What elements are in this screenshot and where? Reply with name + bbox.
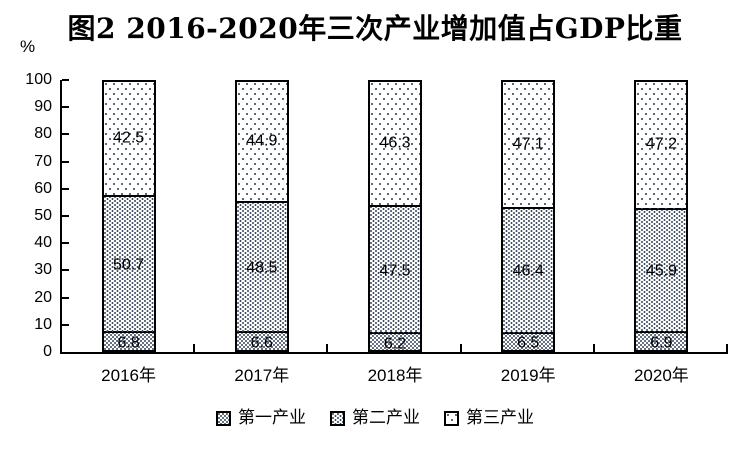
bar-segment-第二产业 xyxy=(236,202,287,333)
segment-boundary xyxy=(370,205,420,208)
data-label: 47.5 xyxy=(379,262,411,280)
y-tick-label: 20 xyxy=(34,288,52,306)
legend: 第一产业 第二产业 第三产业 xyxy=(0,402,750,434)
bar-segment-第一产业 xyxy=(236,332,287,350)
segment-boundary xyxy=(503,331,554,334)
x-tick xyxy=(193,344,196,352)
y-tick-label: 90 xyxy=(34,98,52,116)
y-tick-label: 10 xyxy=(34,315,52,333)
legend-swatch xyxy=(330,410,345,426)
x-axis-label: 2016年 xyxy=(101,366,157,385)
y-tick xyxy=(62,242,69,245)
y-tick-label: 100 xyxy=(25,71,52,88)
data-label: 44.9 xyxy=(246,132,278,150)
legend-item-第二产业: 第二产业 xyxy=(330,408,420,428)
data-label: 47.2 xyxy=(645,135,677,153)
segment-boundary xyxy=(370,332,420,335)
y-axis-unit-label: % xyxy=(20,37,36,56)
bar-segment-第三产业 xyxy=(636,82,687,209)
bar-2019年 xyxy=(501,80,556,352)
bar-segment-第二产业 xyxy=(370,206,420,334)
data-label: 50.7 xyxy=(113,256,145,274)
x-tick xyxy=(459,344,462,352)
bar-segment-第三产业 xyxy=(503,82,554,209)
x-tick xyxy=(326,344,329,352)
x-axis-label: 2017年 xyxy=(234,366,290,385)
segment-boundary xyxy=(636,207,687,210)
y-tick-label: 40 xyxy=(34,234,52,252)
x-axis-label: 2018年 xyxy=(367,366,423,385)
y-tick xyxy=(62,269,69,272)
segment-boundary xyxy=(236,201,287,204)
legend-swatch xyxy=(216,410,231,426)
bar-segment-第二产业 xyxy=(636,208,687,332)
bar-2017年 xyxy=(234,80,289,352)
y-tick xyxy=(62,160,69,163)
legend-label: 第三产业 xyxy=(466,408,534,427)
x-tick xyxy=(726,344,728,352)
data-label: 45.9 xyxy=(645,262,677,280)
data-label: 6.8 xyxy=(117,334,140,352)
plot-area: 6.8 50.7 42.5 6.6 48.5 44.9 6.2 47.5 46.3 6.5 46.4… xyxy=(60,79,728,354)
data-label: 6.9 xyxy=(650,334,673,352)
x-axis-label: 2019年 xyxy=(500,366,556,385)
data-label: 6.2 xyxy=(383,335,407,353)
y-tick xyxy=(62,187,69,190)
y-tick-label: 0 xyxy=(43,343,52,360)
segment-boundary xyxy=(103,330,154,333)
y-tick-label: 50 xyxy=(34,207,52,224)
x-axis-label: 2020年 xyxy=(633,366,689,385)
data-label: 46.3 xyxy=(379,134,411,152)
data-label: 48.5 xyxy=(246,259,278,277)
x-tick xyxy=(592,344,595,352)
y-tick xyxy=(62,215,69,217)
legend-swatch xyxy=(444,410,459,426)
y-tick xyxy=(62,323,69,326)
data-label: 42.5 xyxy=(113,129,145,147)
bar-segment-第一产业 xyxy=(103,331,154,350)
y-tick xyxy=(62,133,69,136)
bar-segment-第一产业 xyxy=(503,332,554,350)
segment-boundary xyxy=(236,331,287,334)
legend-label: 第一产业 xyxy=(238,408,306,427)
bar-2018年 xyxy=(368,80,422,352)
bar-segment-第一产业 xyxy=(636,331,687,350)
segment-boundary xyxy=(636,330,687,333)
y-tick-label: 80 xyxy=(34,125,52,143)
bar-segment-第二产业 xyxy=(103,195,154,332)
legend-item-第三产业: 第三产业 xyxy=(444,408,534,428)
data-label: 47.1 xyxy=(512,135,544,153)
bar-segment-第二产业 xyxy=(503,208,554,333)
segment-boundary xyxy=(503,207,554,210)
segment-boundary xyxy=(103,194,154,197)
y-tick xyxy=(62,106,69,109)
bar-segment-第三产业 xyxy=(103,82,154,196)
chart-title: 图2 2016-2020年三次产业增加值占GDP比重 xyxy=(67,12,683,45)
y-tick-label: 60 xyxy=(34,179,52,197)
legend-label: 第二产业 xyxy=(352,408,420,427)
y-tick xyxy=(62,296,69,299)
bar-segment-第三产业 xyxy=(236,82,287,203)
y-tick xyxy=(62,79,69,81)
y-tick-label: 30 xyxy=(34,261,52,279)
data-label: 46.4 xyxy=(512,262,544,280)
data-label: 6.6 xyxy=(250,334,273,352)
data-label: 6.5 xyxy=(517,334,540,352)
bar-2020年 xyxy=(634,80,689,352)
bar-2016年 xyxy=(101,80,156,352)
legend-item-第一产业: 第一产业 xyxy=(216,408,306,428)
bar-segment-第一产业 xyxy=(370,333,420,350)
bar-segment-第三产业 xyxy=(370,82,420,207)
y-tick-label: 70 xyxy=(34,152,52,170)
